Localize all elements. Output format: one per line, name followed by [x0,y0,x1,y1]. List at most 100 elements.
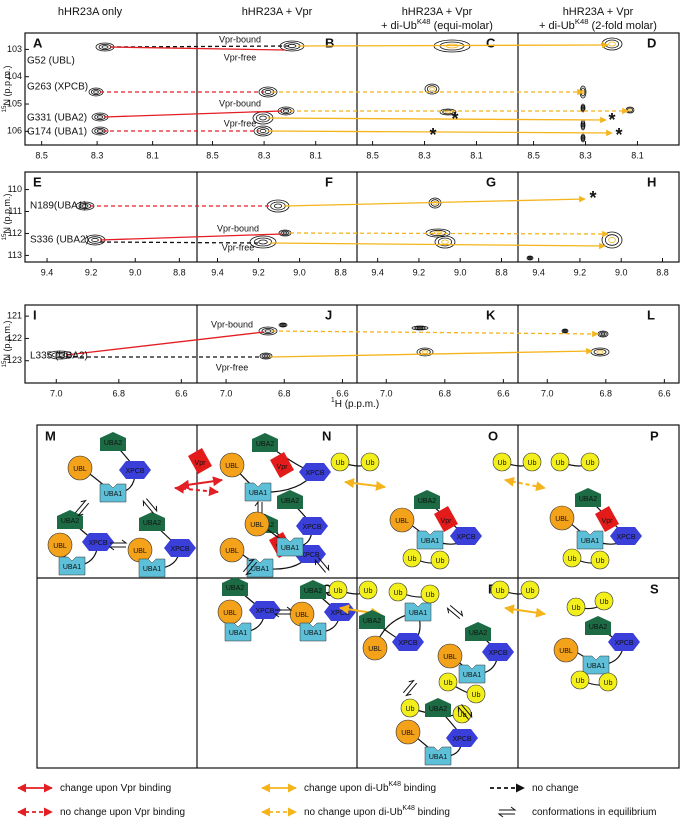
ub-group: Ub [520,580,540,600]
uba1-group: UBA1 [416,530,444,550]
x-tick-label: 8.1 [309,150,322,160]
panel-letter: Q [322,581,332,596]
uba2-group: UBA2 [585,616,611,635]
panel-letter: M [45,428,56,443]
x-tick-label: 8.3 [418,150,431,160]
equilibrium [446,604,464,620]
uba1-domain [244,482,272,502]
panel-letter: A [33,35,43,50]
ub-group: Ub [358,580,378,600]
x-tick-label: 9.0 [615,267,628,277]
peak-contour [281,323,285,327]
peak-contour [421,350,429,354]
uba1-group: UBA1 [582,655,610,675]
ubl-label: UBL [555,516,569,523]
uba2-domain [139,512,165,531]
vpr-domain [434,506,458,532]
y-tick-label: 123 [7,355,22,365]
equilibrium-arrows [74,499,90,517]
equilibrium [497,806,517,818]
peak-label: N189(UBA1) [30,201,87,212]
ubl-domain [395,719,421,745]
y-tick-label: 113 [8,250,22,260]
ub-group: Ub [402,548,422,568]
peak-contour [439,108,457,116]
xpcb-label: XPCB [125,468,144,475]
peak-contour [287,43,297,49]
uba1-domain [58,556,86,576]
legend-label-part: K48 [389,781,402,788]
x-tick-label: 9.4 [371,267,384,277]
uba1-label: UBA1 [304,630,322,637]
ubl-label: UBL [250,522,264,529]
xpcb-label: XPCB [330,610,349,617]
xpcb-domain [482,643,514,661]
uba1-label: UBA1 [251,566,269,573]
peak-contour [90,88,102,96]
y-axis-label: 15N (p.p.m.) [1,65,12,112]
ub-domain [590,550,610,570]
uba2-domain [465,622,491,641]
xpcb-domain [450,527,482,545]
equilibrium-arrows [108,539,128,551]
uba1-domain [404,602,432,622]
xpcb-group: XPCB [296,517,328,535]
uba2-group: UBA2 [139,512,165,531]
ub-domain [550,452,570,472]
ubl-label: UBL [225,463,239,470]
x-tick-label: 8.5 [366,150,379,160]
peak-contour [580,133,586,143]
x-tick-label: 9.2 [252,267,265,277]
column-subtitle: + di-UbK48 (2-fold molar) [539,17,657,32]
x-axis-label-part: H (p.p.m.) [335,399,379,410]
y-axis-label: 15N (p.p.m.) [1,193,12,240]
ub-group: Ub [492,452,512,472]
equilibrium-arrows [402,679,418,697]
uba2-domain [425,698,451,717]
state-label: Vpr-bound [217,223,259,233]
ub-group: Ub [580,452,600,472]
ubl-group: UBL [47,532,73,558]
peak-contour [416,326,424,330]
shift-line [271,330,599,338]
ub-group: Ub [550,452,570,472]
peak-contour [426,85,438,93]
peak-contour [279,323,287,327]
panel-letter: C [486,35,496,50]
peak-contour [581,134,585,142]
x-tick-label: 9.2 [85,267,98,277]
legend-label-part: binding [401,783,436,794]
xpcb-label: XPCB [88,540,107,547]
ubl-domain [389,507,415,533]
x-tick-label: 9.0 [293,267,306,277]
peak-contour [81,204,89,208]
xpcb-domain [296,517,328,535]
peak-contour [270,201,286,211]
uba2-domain [222,577,248,596]
uba2-label: UBA2 [61,518,79,525]
ub-domain [566,597,586,617]
equilibrium-arrows [242,558,258,576]
state-label: Vpr-free [224,118,257,128]
xpcb-group: XPCB [392,633,424,651]
x-tick-label: 9.4 [532,267,545,277]
uba2-group: UBA2 [414,490,440,509]
peak-contour [91,126,109,136]
y-tick-label: 111 [8,206,22,216]
uba2-label: UBA2 [363,618,381,625]
x-tick-label: 8.5 [527,150,540,160]
vpr-group: Vpr [595,506,619,532]
uba1-domain [458,664,486,684]
ub-label: Ub [496,588,505,595]
ub-domain [438,672,458,692]
legend-label-part: binding [415,807,450,818]
x-tick-label: 8.3 [91,150,104,160]
peak-contour [604,39,620,49]
ub-label: Ub [572,605,581,612]
binding-arrow [504,604,546,618]
uba2-group: UBA2 [465,622,491,641]
ubl-label: UBL [295,612,309,619]
peak-contour [249,235,277,249]
state-label: Vpr-bound [219,34,261,44]
